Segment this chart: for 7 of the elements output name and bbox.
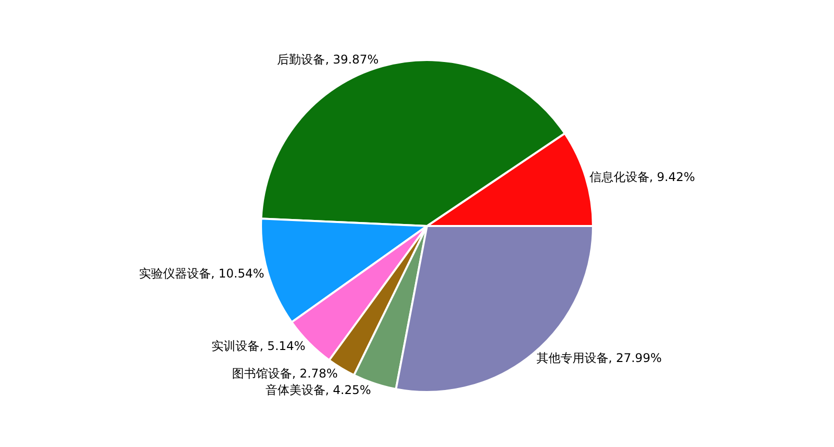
slice-label: 音体美设备, 4.25% xyxy=(265,382,372,397)
slice-label: 其他专用设备, 27.99% xyxy=(536,351,662,366)
slice-label: 实验仪器设备, 10.54% xyxy=(138,266,264,281)
slice-label: 后勤设备, 39.87% xyxy=(277,52,379,67)
slice-label: 图书馆设备, 2.78% xyxy=(232,366,338,380)
slice-label: 信息化设备, 9.42% xyxy=(589,170,696,184)
slice-label: 实训设备, 5.14% xyxy=(212,339,306,354)
